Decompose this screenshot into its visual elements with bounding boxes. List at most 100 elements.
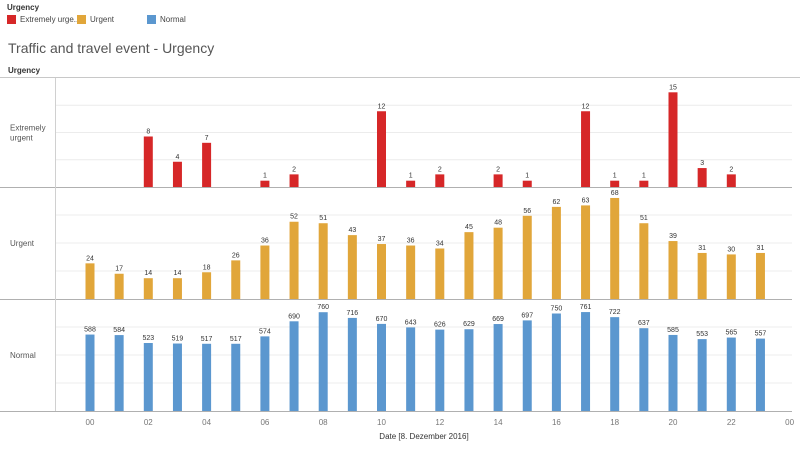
legend-item-normal[interactable]: Normal (147, 15, 186, 24)
bar-urgent-23 (755, 252, 765, 299)
x-tick-label: 00 (86, 418, 95, 427)
data-label-urgent-1: 17 (115, 266, 123, 273)
bar-extremely-urgent-7 (289, 174, 299, 187)
data-label-normal-0: 588 (84, 327, 96, 334)
data-label-urgent-6: 36 (261, 238, 269, 245)
bar-normal-10 (377, 323, 386, 411)
legend-item-extremely-urgent[interactable]: Extremely urge.. (7, 15, 78, 24)
data-label-normal-11: 643 (405, 319, 417, 326)
bar-normal-20 (668, 334, 678, 411)
bar-normal-2 (143, 343, 153, 411)
data-label-extremely-urgent-20: 15 (669, 84, 677, 91)
bar-urgent-12 (435, 248, 445, 299)
data-label-extremely-urgent-2: 8 (146, 129, 150, 136)
bar-normal-9 (347, 317, 357, 411)
bar-extremely-urgent-4 (202, 142, 212, 187)
bar-normal-11 (406, 327, 416, 411)
bar-urgent-16 (551, 206, 561, 299)
data-label-normal-1: 584 (113, 327, 125, 334)
bar-normal-21 (697, 339, 707, 411)
x-tick-label: 00 (785, 418, 794, 427)
data-label-normal-8: 760 (317, 304, 329, 311)
bar-extremely-urgent-17 (581, 111, 591, 187)
data-label-normal-12: 626 (434, 322, 446, 329)
data-label-normal-6: 574 (259, 328, 271, 335)
data-label-normal-13: 629 (463, 321, 475, 328)
data-label-normal-3: 519 (172, 336, 184, 343)
bar-urgent-13 (464, 232, 474, 299)
bar-normal-19 (639, 328, 649, 411)
data-label-normal-18: 722 (609, 309, 621, 316)
data-label-extremely-urgent-18: 1 (613, 173, 617, 180)
data-label-normal-2: 523 (142, 335, 154, 342)
bar-normal-17 (581, 312, 591, 411)
data-label-extremely-urgent-10: 12 (378, 103, 386, 110)
x-axis-label: Date [8. Dezember 2016] (379, 432, 468, 441)
bar-normal-15 (522, 320, 532, 411)
data-label-normal-5: 517 (230, 336, 242, 343)
data-label-extremely-urgent-14: 2 (496, 166, 500, 173)
row-label-urgent: Urgent (10, 239, 35, 248)
bar-urgent-3 (172, 278, 182, 299)
data-label-normal-7: 690 (288, 313, 300, 320)
data-label-extremely-urgent-17: 12 (582, 103, 590, 110)
bar-extremely-urgent-18 (610, 180, 620, 187)
bar-urgent-19 (639, 223, 649, 299)
bar-urgent-17 (581, 205, 591, 299)
data-label-urgent-7: 52 (290, 214, 298, 221)
bar-normal-4 (202, 343, 212, 411)
data-label-normal-14: 669 (492, 316, 504, 323)
legend-item-urgent[interactable]: Urgent (77, 15, 114, 24)
bar-urgent-18 (610, 197, 620, 299)
data-label-urgent-0: 24 (86, 255, 94, 262)
data-label-normal-20: 585 (667, 327, 679, 334)
row-label-extremely-urgent: Extremely urgent (10, 124, 46, 143)
bar-extremely-urgent-6 (260, 180, 270, 187)
data-label-urgent-23: 31 (757, 245, 765, 252)
bar-extremely-urgent-2 (143, 136, 153, 187)
data-label-normal-4: 517 (201, 336, 213, 343)
bar-extremely-urgent-15 (522, 180, 532, 187)
x-tick-label: 04 (202, 418, 211, 427)
bar-normal-12 (435, 329, 445, 411)
row-label-normal: Normal (10, 351, 36, 360)
bar-urgent-4 (202, 272, 212, 299)
data-label-urgent-16: 62 (553, 199, 561, 206)
bar-urgent-7 (289, 221, 299, 299)
data-label-extremely-urgent-22: 2 (729, 166, 733, 173)
data-label-urgent-12: 34 (436, 240, 444, 247)
legend-label-urgent: Urgent (90, 15, 115, 24)
data-label-extremely-urgent-6: 1 (263, 173, 267, 180)
data-label-extremely-urgent-15: 1 (525, 173, 529, 180)
data-label-normal-23: 557 (755, 331, 767, 338)
legend-title: Urgency (7, 3, 40, 12)
bar-normal-22 (726, 337, 736, 411)
x-tick-label: 10 (377, 418, 386, 427)
bar-urgent-11 (406, 245, 416, 299)
bar-urgent-20 (668, 241, 678, 299)
data-label-urgent-19: 51 (640, 215, 648, 222)
bar-extremely-urgent-3 (172, 161, 182, 187)
data-label-extremely-urgent-3: 4 (175, 154, 179, 161)
bar-extremely-urgent-19 (639, 180, 649, 187)
data-label-urgent-15: 56 (523, 208, 531, 215)
x-tick-label: 12 (435, 418, 444, 427)
data-label-urgent-13: 45 (465, 224, 473, 231)
bar-urgent-22 (726, 254, 736, 299)
data-label-urgent-8: 51 (319, 215, 327, 222)
bar-normal-23 (755, 338, 765, 411)
data-label-extremely-urgent-19: 1 (642, 173, 646, 180)
bar-extremely-urgent-11 (406, 180, 416, 187)
bar-urgent-10 (377, 244, 386, 299)
data-label-urgent-3: 14 (174, 270, 182, 277)
bar-extremely-urgent-14 (493, 174, 503, 187)
x-tick-label: 02 (144, 418, 153, 427)
data-label-urgent-2: 14 (144, 270, 152, 277)
data-label-normal-17: 761 (580, 304, 592, 311)
x-tick-label: 08 (319, 418, 328, 427)
data-label-urgent-11: 36 (407, 238, 415, 245)
legend-swatch-extremely-urgent (7, 15, 16, 24)
data-label-urgent-10: 37 (378, 236, 386, 243)
x-tick-label: 16 (552, 418, 561, 427)
data-label-extremely-urgent-12: 2 (438, 166, 442, 173)
